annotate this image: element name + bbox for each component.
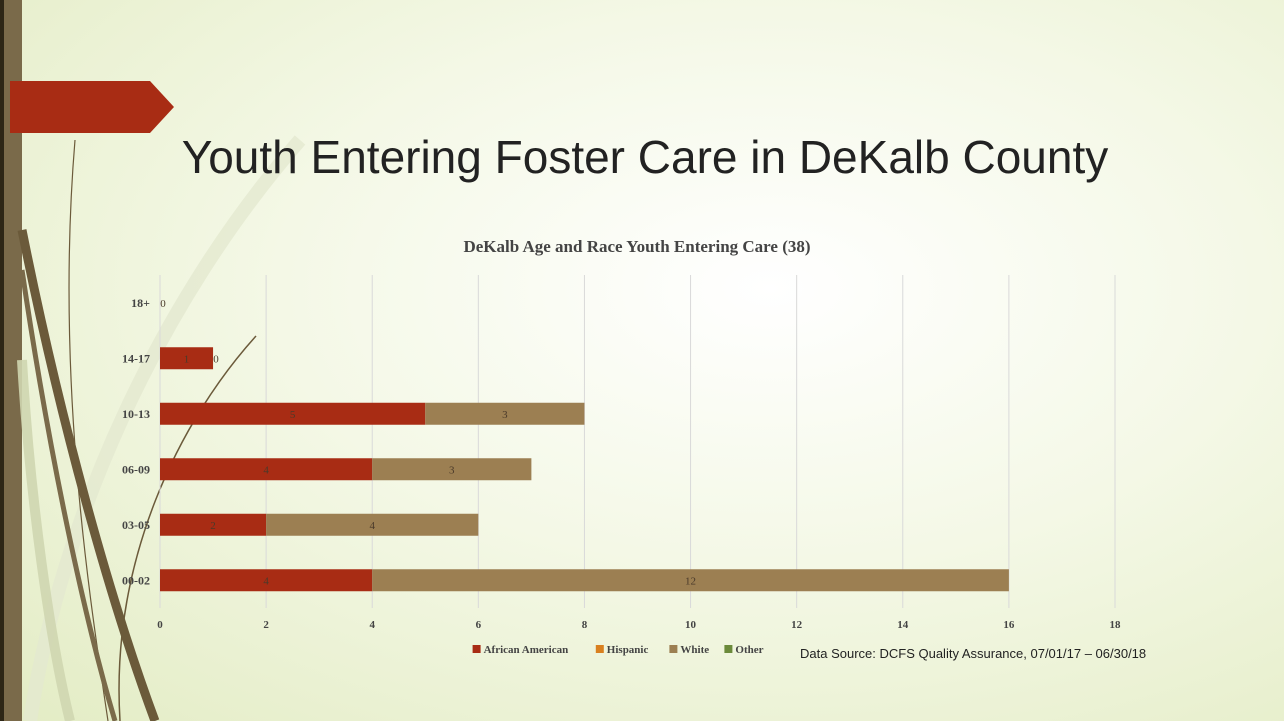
data-label: 1: [184, 353, 190, 365]
bar-segment: [372, 569, 1009, 592]
left-edge-line: [0, 0, 4, 721]
bar-segment: [160, 458, 373, 481]
data-label: 4: [263, 575, 269, 587]
x-tick-label: 12: [791, 619, 803, 631]
bar-segment: [160, 513, 267, 536]
legend-swatch: [595, 645, 604, 653]
legend-label: Other: [735, 644, 763, 656]
bar-segment: [425, 402, 585, 425]
data-source-note: Data Source: DCFS Quality Assurance, 07/…: [800, 646, 1147, 661]
data-label: 2: [210, 520, 216, 532]
slide-title: Youth Entering Foster Care in DeKalb Cou…: [181, 131, 1109, 183]
data-labels: 0 1 0 5 3 4 3 2 4 4 12: [160, 298, 696, 588]
bar-segment: [160, 347, 214, 370]
legend-label: African American: [484, 644, 569, 656]
legend-swatch: [669, 645, 678, 653]
x-tick-labels: 0 2 4 6 8 10 12 14 16 18: [157, 619, 1121, 631]
bar-segment: [160, 569, 373, 592]
legend: African American Hispanic White Other: [472, 644, 764, 656]
category-label: 18+: [131, 296, 150, 310]
x-tick-label: 10: [685, 619, 697, 631]
x-tick-label: 0: [157, 619, 163, 631]
data-label: 3: [449, 464, 455, 476]
data-label: 4: [263, 464, 269, 476]
chart-title: DeKalb Age and Race Youth Entering Care …: [463, 237, 810, 256]
category-labels: 00-02 03-05 06-09 10-13 14-17 18+: [122, 296, 150, 588]
x-tick-label: 16: [1003, 619, 1015, 631]
legend-swatch: [472, 645, 481, 653]
data-label: 12: [685, 575, 696, 587]
category-label: 10-13: [122, 407, 150, 421]
legend-label: Hispanic: [607, 644, 649, 656]
data-label: 0: [160, 298, 166, 310]
x-tick-label: 6: [476, 619, 482, 631]
data-label: 3: [502, 409, 508, 421]
category-label: 00-02: [122, 573, 150, 587]
bar-segment: [160, 402, 426, 425]
x-tick-label: 18: [1110, 619, 1122, 631]
bars: [160, 347, 1009, 592]
legend-label: White: [680, 644, 709, 656]
bar-segment: [372, 458, 532, 481]
x-tick-label: 14: [897, 619, 909, 631]
bar-segment: [266, 513, 479, 536]
category-label: 03-05: [122, 518, 150, 532]
category-label: 06-09: [122, 462, 150, 476]
gridlines: [159, 275, 1116, 608]
x-tick-label: 4: [369, 619, 375, 631]
data-label: 4: [369, 520, 375, 532]
accent-arrow-tab: [10, 81, 174, 133]
data-label: 0: [213, 353, 219, 365]
legend-swatch: [724, 645, 733, 653]
x-tick-label: 8: [582, 619, 588, 631]
x-tick-label: 2: [263, 619, 269, 631]
left-sidebar-bar: [0, 0, 22, 721]
data-label: 5: [290, 409, 296, 421]
category-label: 14-17: [122, 351, 150, 365]
